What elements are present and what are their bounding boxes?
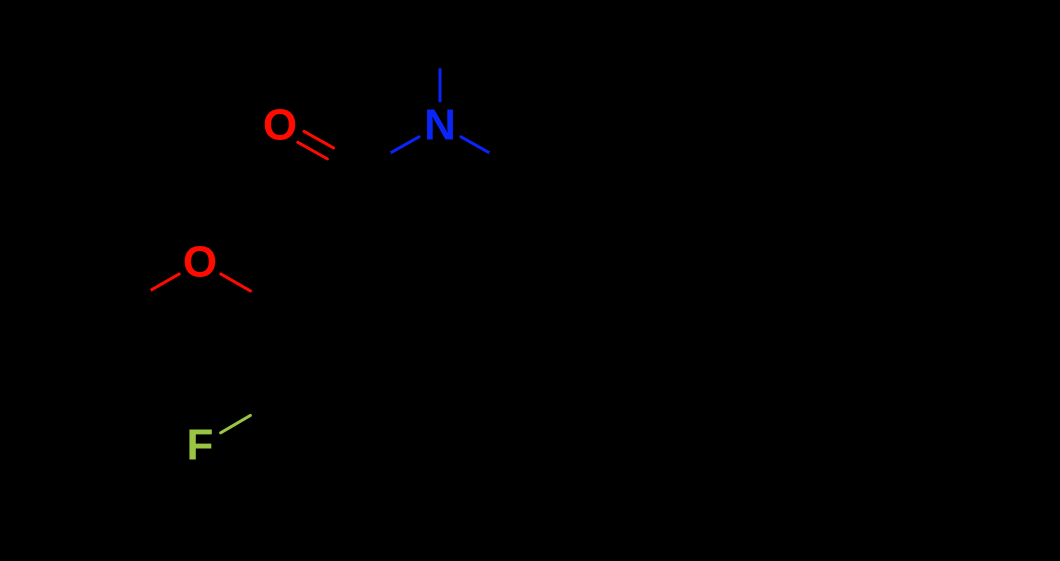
atom-O: O <box>263 101 297 150</box>
atom-O: O <box>183 238 217 287</box>
atom-F: F <box>187 421 214 470</box>
atom-N: N <box>424 101 456 150</box>
molecule-canvas: N O O F <box>0 0 1060 561</box>
